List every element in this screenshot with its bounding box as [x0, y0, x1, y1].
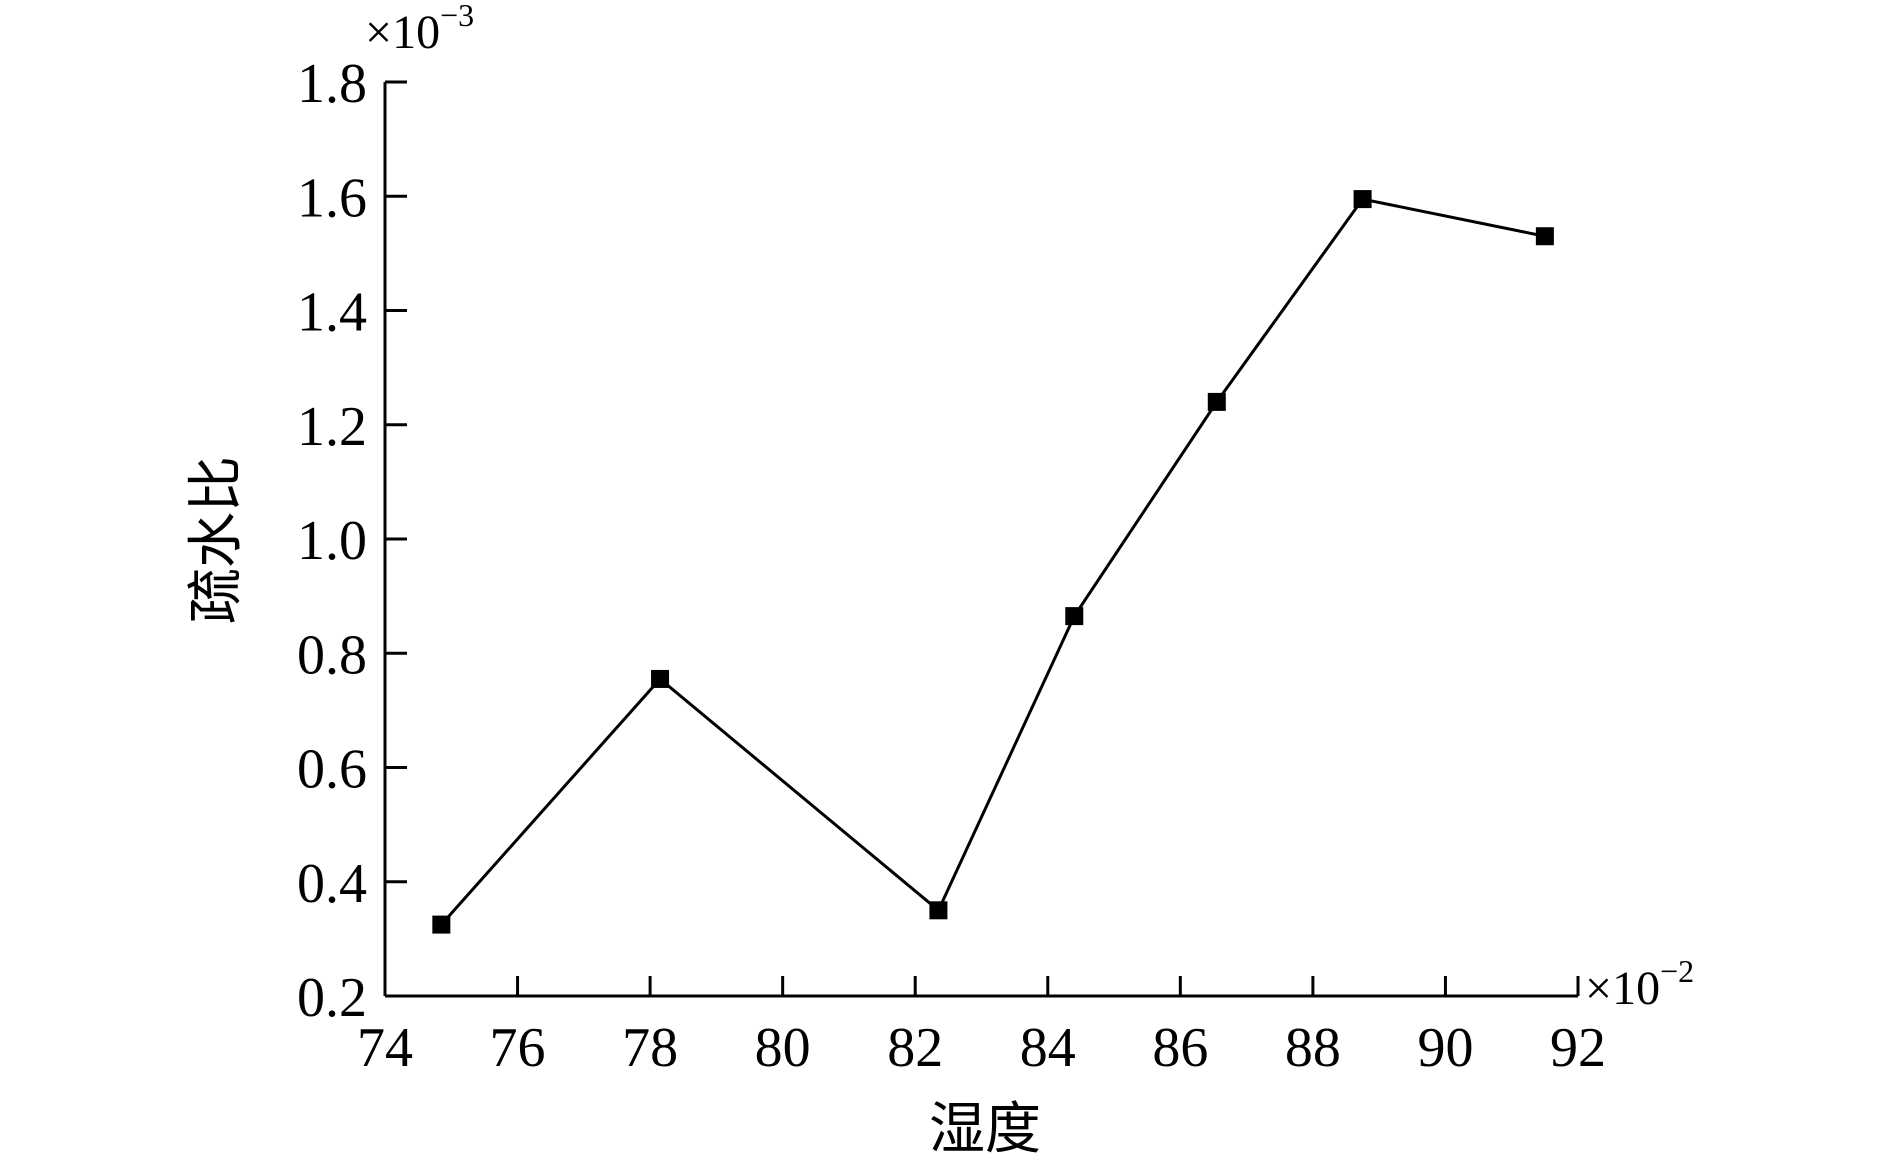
- axes: [383, 82, 1578, 998]
- x-tick-label: 84: [1020, 1017, 1076, 1079]
- y-tick-label: 1.2: [297, 396, 367, 458]
- y-ticks: 0.2 0.4 0.6 0.8 1.0 1.2 1.4 1.6 1.8: [297, 53, 407, 1029]
- y-tick-label: 1.8: [297, 53, 367, 115]
- x-axis-multiplier: ×10−2: [1585, 953, 1694, 1015]
- x-ticks: 74 76 78 80 82 84 86 88 90 92: [357, 976, 1606, 1079]
- y-tick-label: 1.6: [297, 167, 367, 229]
- y-tick-label: 0.2: [297, 967, 367, 1029]
- series-group: [432, 190, 1554, 934]
- data-point: [1207, 392, 1226, 411]
- data-point: [1353, 190, 1372, 209]
- y-tick-label: 0.6: [297, 739, 367, 801]
- x-tick-label: 86: [1152, 1017, 1208, 1079]
- data-point: [1065, 607, 1084, 626]
- x-tick-label: 74: [357, 1017, 413, 1079]
- x-tick-label: 82: [887, 1017, 943, 1079]
- x-multiplier-exponent: −2: [1660, 953, 1694, 989]
- x-tick-label: 80: [755, 1017, 811, 1079]
- x-tick-label: 90: [1417, 1017, 1473, 1079]
- x-axis-title: 湿度: [929, 1097, 1041, 1156]
- y-multiplier-base: ×10: [365, 6, 440, 59]
- y-tick-label: 0.4: [297, 853, 367, 915]
- y-axis-title: 疏水比: [184, 456, 249, 624]
- x-tick-label: 88: [1285, 1017, 1341, 1079]
- x-multiplier-base: ×10: [1585, 962, 1660, 1015]
- x-tick-label: 76: [490, 1017, 546, 1079]
- data-point: [929, 901, 948, 920]
- y-tick-label: 1.4: [297, 282, 367, 344]
- x-tick-label: 92: [1550, 1017, 1606, 1079]
- data-point: [432, 915, 451, 934]
- y-multiplier-exponent: −3: [440, 0, 474, 33]
- data-point: [1535, 227, 1554, 246]
- y-axis-multiplier: ×10−3: [365, 0, 474, 59]
- y-tick-label: 1.0: [297, 510, 367, 572]
- y-tick-label: 0.8: [297, 624, 367, 686]
- data-point: [651, 669, 670, 688]
- series-line: [440, 197, 1546, 926]
- x-tick-label: 78: [622, 1017, 678, 1079]
